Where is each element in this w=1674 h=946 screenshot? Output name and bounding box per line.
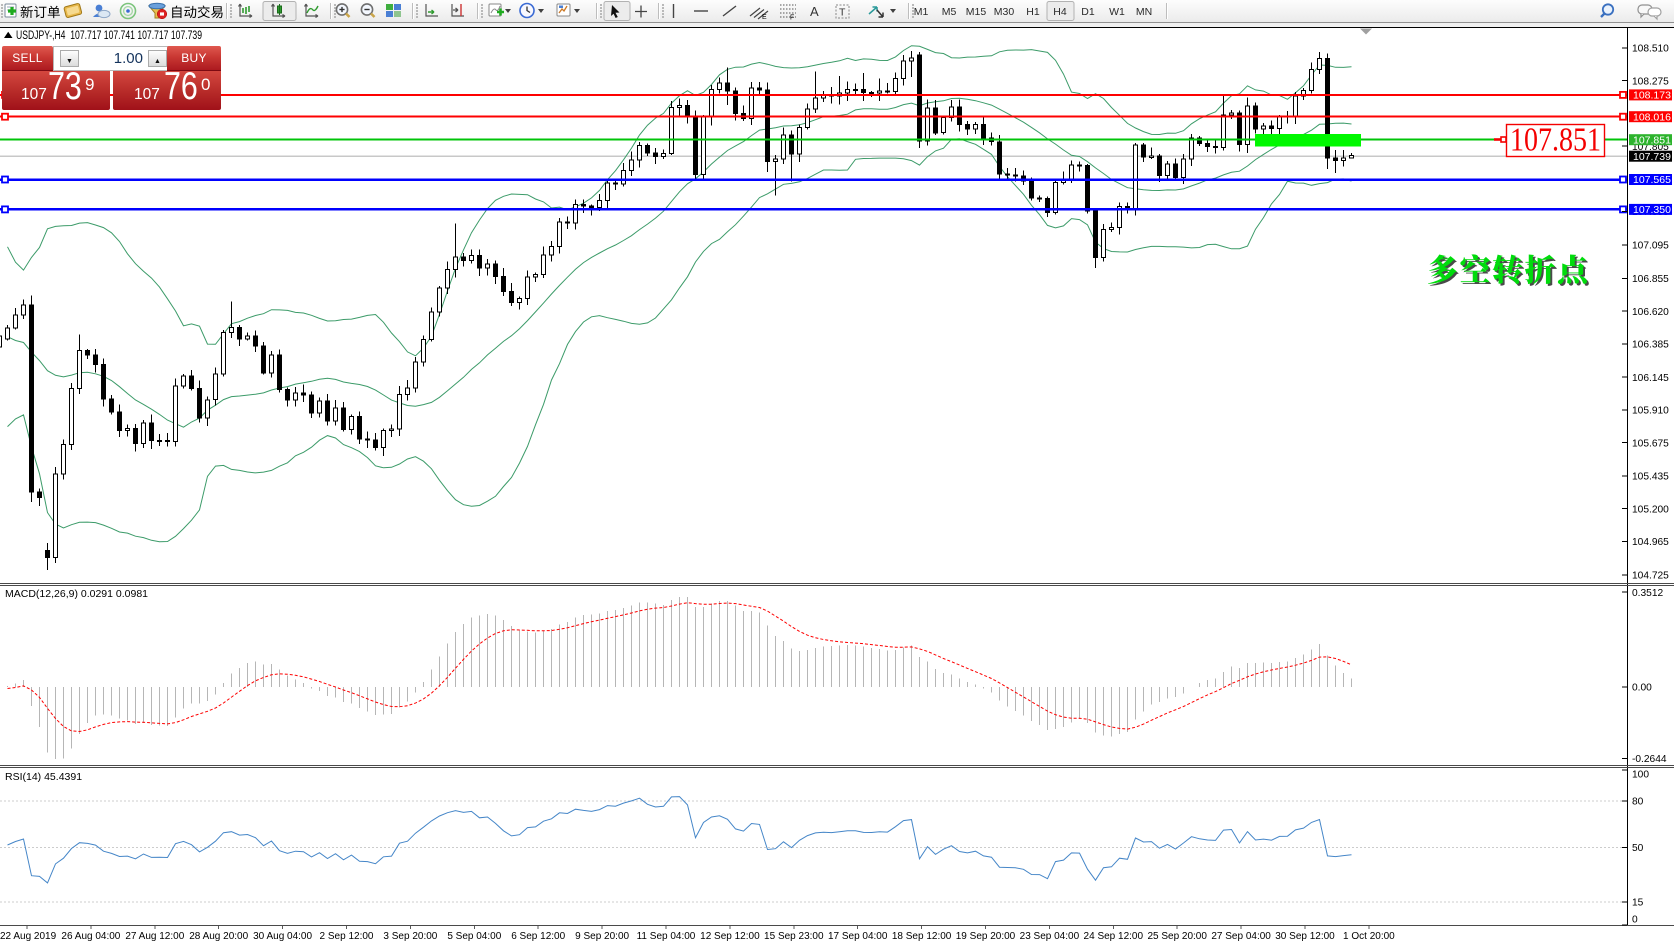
svg-text:50: 50 <box>1632 843 1644 854</box>
svg-text:T: T <box>839 7 846 19</box>
svg-text:104.725: 104.725 <box>1632 571 1669 582</box>
svg-text:15: 15 <box>1632 898 1644 909</box>
svg-text:H1: H1 <box>1026 6 1040 18</box>
svg-text:9 Sep 20:00: 9 Sep 20:00 <box>575 931 629 942</box>
svg-text:108.510: 108.510 <box>1632 44 1669 55</box>
svg-text:107.565: 107.565 <box>1633 174 1671 186</box>
svg-text:105.435: 105.435 <box>1632 472 1669 483</box>
svg-text:105.200: 105.200 <box>1632 504 1669 515</box>
svg-text:107.739: 107.739 <box>1633 151 1671 163</box>
svg-text:27 Aug 12:00: 27 Aug 12:00 <box>125 931 184 942</box>
svg-text:D1: D1 <box>1081 6 1095 18</box>
svg-text:24 Sep 12:00: 24 Sep 12:00 <box>1084 931 1144 942</box>
svg-text:11 Sep 04:00: 11 Sep 04:00 <box>637 931 696 942</box>
svg-text:RSI(14) 45.4391: RSI(14) 45.4391 <box>5 771 82 783</box>
svg-text:30 Aug 04:00: 30 Aug 04:00 <box>253 931 312 942</box>
svg-text:107.095: 107.095 <box>1632 241 1669 252</box>
svg-text:28 Aug 20:00: 28 Aug 20:00 <box>189 931 248 942</box>
svg-text:H4: H4 <box>1053 6 1067 18</box>
svg-text:A: A <box>810 4 819 19</box>
svg-text:5 Sep 04:00: 5 Sep 04:00 <box>447 931 501 942</box>
svg-text:0.3512: 0.3512 <box>1632 588 1663 599</box>
svg-text:15 Sep 23:00: 15 Sep 23:00 <box>764 931 824 942</box>
svg-text:F: F <box>790 15 794 22</box>
svg-text:2 Sep 12:00: 2 Sep 12:00 <box>320 931 374 942</box>
svg-text:108.016: 108.016 <box>1633 111 1671 123</box>
svg-text:USDJPY-,H4 107.717 107.741 10: USDJPY-,H4 107.717 107.741 107.717 107.7… <box>16 30 202 42</box>
svg-text:105.910: 105.910 <box>1632 406 1669 417</box>
svg-text:25 Sep 20:00: 25 Sep 20:00 <box>1147 931 1207 942</box>
svg-text:18 Sep 12:00: 18 Sep 12:00 <box>892 931 952 942</box>
svg-text:W1: W1 <box>1109 6 1125 18</box>
svg-text:6 Sep 12:00: 6 Sep 12:00 <box>511 931 565 942</box>
svg-text:0.00: 0.00 <box>1632 683 1652 694</box>
svg-text:105.675: 105.675 <box>1632 438 1669 449</box>
svg-text:107.851: 107.851 <box>1633 134 1671 146</box>
svg-text:108.173: 108.173 <box>1633 90 1671 102</box>
svg-text:M30: M30 <box>994 6 1015 18</box>
svg-text:3 Sep 20:00: 3 Sep 20:00 <box>383 931 437 942</box>
svg-text:106.855: 106.855 <box>1632 274 1669 285</box>
svg-text:107.851: 107.851 <box>1510 122 1601 159</box>
svg-text:M15: M15 <box>966 6 987 18</box>
svg-text:-0.2644: -0.2644 <box>1632 754 1667 765</box>
svg-text:23 Sep 04:00: 23 Sep 04:00 <box>1020 931 1080 942</box>
svg-text:107.805: 107.805 <box>1632 142 1669 153</box>
svg-text:MACD(12,26,9) 0.0291 0.0981: MACD(12,26,9) 0.0291 0.0981 <box>5 588 148 600</box>
svg-text:17 Sep 04:00: 17 Sep 04:00 <box>828 931 888 942</box>
svg-text:12 Sep 12:00: 12 Sep 12:00 <box>700 931 760 942</box>
svg-text:27 Sep 04:00: 27 Sep 04:00 <box>1211 931 1271 942</box>
svg-text:1 Oct 20:00: 1 Oct 20:00 <box>1343 931 1395 942</box>
svg-text:26 Aug 04:00: 26 Aug 04:00 <box>61 931 120 942</box>
svg-text:106.385: 106.385 <box>1632 340 1669 351</box>
svg-text:22 Aug 2019: 22 Aug 2019 <box>0 931 57 942</box>
svg-text:MN: MN <box>1136 6 1152 18</box>
svg-text:30 Sep 12:00: 30 Sep 12:00 <box>1275 931 1335 942</box>
svg-text:80: 80 <box>1632 797 1644 808</box>
svg-text:M1: M1 <box>914 6 929 18</box>
svg-text:108.275: 108.275 <box>1632 76 1669 87</box>
svg-text:19 Sep 20:00: 19 Sep 20:00 <box>956 931 1016 942</box>
svg-text:0: 0 <box>1632 915 1638 926</box>
svg-text:100: 100 <box>1632 770 1649 781</box>
svg-text:107.350: 107.350 <box>1633 204 1671 216</box>
svg-text:E: E <box>762 14 767 21</box>
svg-text:106.145: 106.145 <box>1632 373 1669 384</box>
svg-text:M5: M5 <box>942 6 957 18</box>
svg-text:104.965: 104.965 <box>1632 537 1669 548</box>
svg-text:106.620: 106.620 <box>1632 307 1669 318</box>
